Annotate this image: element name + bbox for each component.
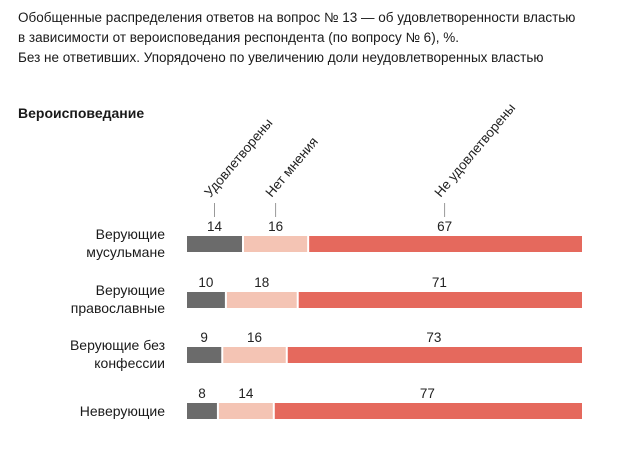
title-line: Без не ответивших. Упорядочено по увелич…: [18, 50, 544, 65]
category-label: Верующие без: [70, 337, 165, 353]
category-label: православные: [71, 300, 165, 316]
section-label: Вероисповедание: [18, 105, 145, 121]
data-label: 14: [207, 219, 223, 234]
bar-segment: [187, 347, 222, 363]
category-label: Неверующие: [80, 403, 165, 419]
data-label: 77: [420, 386, 435, 401]
data-label: 67: [437, 219, 452, 234]
bar-segment: [218, 403, 273, 419]
data-label: 14: [238, 386, 254, 401]
data-label: 9: [200, 330, 208, 345]
data-label: 8: [198, 386, 206, 401]
bar-segment: [226, 292, 297, 308]
data-label: 73: [426, 330, 441, 345]
bar-segment: [223, 347, 286, 363]
data-label: 18: [254, 275, 269, 290]
data-label: 16: [268, 219, 283, 234]
data-label: 16: [247, 330, 262, 345]
data-label: 71: [432, 275, 447, 290]
bar-segment: [244, 236, 308, 252]
bar-segment: [287, 347, 582, 363]
bar-segment: [187, 403, 217, 419]
title-line: Обобщенные распределения ответов на вопр…: [18, 10, 576, 25]
category-label: мусульмане: [86, 244, 165, 260]
series-label: Не удовлетворены: [431, 100, 518, 200]
bar-segment: [298, 292, 582, 308]
category-label: конфессии: [94, 355, 165, 371]
series-label: Нет мнения: [262, 134, 321, 200]
category-label: Верующие: [96, 282, 166, 298]
bar-segment: [187, 292, 225, 308]
title-line: в зависимости от вероисповедания респонд…: [18, 30, 459, 45]
category-label: Верующие: [96, 226, 166, 242]
bar-segment: [187, 236, 243, 252]
chart-title: Обобщенные распределения ответов на вопр…: [18, 8, 575, 68]
bar-segment: [309, 236, 582, 252]
bar-segment: [274, 403, 582, 419]
data-label: 10: [198, 275, 213, 290]
